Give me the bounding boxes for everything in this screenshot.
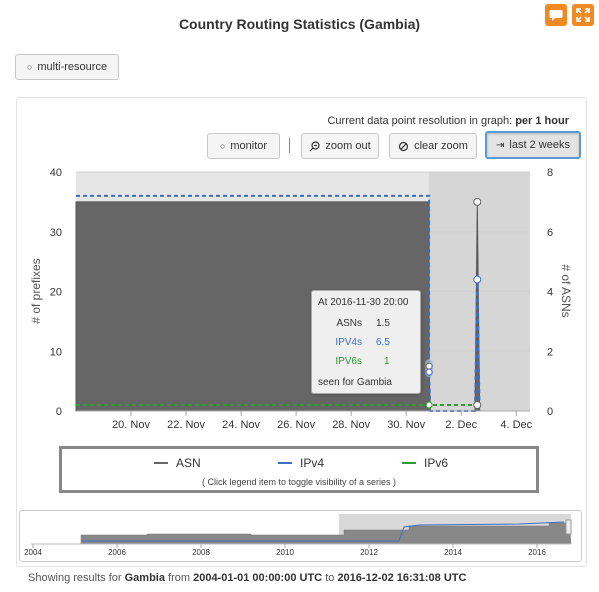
navigator-handle-right[interactable]: [565, 519, 572, 535]
navigator-chart[interactable]: 2004 2006 2008 2010 2012 2014 2016: [19, 510, 580, 560]
circle-icon: ○: [26, 62, 33, 72]
y2-tick-label: 8: [547, 167, 553, 179]
tooltip-ipv6-label: IPV6s: [335, 356, 362, 367]
results-summary: Showing results for Gambia from 2004-01-…: [28, 572, 466, 584]
x-tick-label: 30. Nov: [387, 419, 425, 431]
navigator-tick-label: 2010: [276, 548, 294, 557]
ipv4-point-marker: [425, 368, 433, 376]
y2-axis-label: # of ASNs: [559, 264, 573, 317]
navigator-tick-label: 2006: [108, 548, 126, 557]
y2-tick-label: 6: [547, 227, 553, 239]
tooltip-ipv4-label: IPV4s: [335, 337, 362, 348]
navigator-tick-label: 2008: [192, 548, 210, 557]
toolbar-separator: [289, 138, 290, 153]
ipv6-point-marker: [425, 401, 433, 409]
legend-swatch-ipv6: [402, 462, 416, 464]
last-two-weeks-button[interactable]: ⇥ last 2 weeks: [485, 131, 581, 159]
navigator-tick-label: 2016: [528, 548, 546, 557]
navigator-ipv4-line: [81, 521, 565, 542]
footer-start: 2004-01-01 00:00:00 UTC: [193, 572, 323, 584]
zoom-out-label: zoom out: [325, 140, 371, 152]
main-chart[interactable]: 0 10 20 30 40 0 2 4 6 8 20. Nov 22. Nov 24. Nov 26.…: [0, 160, 599, 442]
x-tick-label: 2. Dec: [445, 419, 477, 431]
legend-swatch-asn: [154, 462, 168, 464]
footer-to: to: [325, 572, 335, 584]
page-title: Country Routing Statistics (Gambia): [178, 16, 421, 32]
x-tick-label: 22. Nov: [167, 419, 205, 431]
legend-swatch-ipv4: [278, 462, 292, 464]
magnifier-icon: [309, 140, 320, 151]
navigator[interactable]: [19, 510, 582, 562]
legend-item-ipv4[interactable]: IPv4: [278, 456, 324, 470]
last-two-weeks-label: last 2 weeks: [509, 139, 570, 151]
y-tick-label: 0: [56, 406, 62, 418]
resolution-prefix: Current data point resolution in graph:: [327, 115, 513, 127]
footer-from: from: [168, 572, 191, 584]
legend: [59, 446, 539, 493]
y-tick-label: 20: [50, 287, 62, 299]
no-entry-icon: [398, 141, 409, 151]
footer-prefix: Showing results for: [28, 572, 122, 584]
monitor-label: monitor: [230, 140, 268, 152]
clear-zoom-button[interactable]: clear zoom: [389, 133, 477, 159]
legend-label-asn: ASN: [176, 456, 201, 470]
legend-item-ipv6[interactable]: IPv6: [402, 456, 448, 470]
monitor-button[interactable]: ○ monitor: [207, 133, 280, 159]
comment-button[interactable]: [545, 4, 567, 26]
navigator-asn-area: [80, 522, 572, 545]
x-tick-label: 24. Nov: [222, 419, 260, 431]
tooltip-asn-value: 1.5: [376, 318, 390, 329]
tooltip-ipv6-value: 1: [384, 356, 390, 367]
footer-country: Gambia: [124, 572, 165, 584]
y2-tick-label: 0: [547, 406, 553, 418]
x-tick-label: 4. Dec: [500, 419, 532, 431]
speech-bubble-icon: [549, 9, 563, 21]
expand-icon: [576, 8, 590, 22]
y2-tick-label: 4: [547, 287, 553, 299]
legend-label-ipv6: IPv6: [424, 456, 449, 470]
y2-tick-label: 2: [547, 346, 553, 358]
baseline-end-marker: [473, 401, 482, 409]
navigator-tick-label: 2014: [444, 548, 462, 557]
asn-end-marker: [473, 197, 482, 206]
clear-zoom-label: clear zoom: [414, 140, 468, 152]
y-tick-label: 10: [50, 346, 62, 358]
tooltip-footer: seen for Gambia: [318, 377, 392, 388]
x-tick-label: 26. Nov: [277, 419, 315, 431]
arrow-to-bar-icon: ⇥: [496, 139, 505, 151]
ipv4-end-marker: [473, 275, 482, 284]
multi-resource-button[interactable]: ○ multi-resource: [15, 54, 119, 80]
fullscreen-button[interactable]: [572, 4, 594, 26]
resolution-value: per 1 hour: [515, 115, 569, 127]
graph-panel: [16, 97, 587, 567]
x-tick-label: 28. Nov: [332, 419, 370, 431]
y-tick-label: 30: [50, 227, 62, 239]
footer-end: 2016-12-02 16:31:08 UTC: [337, 572, 467, 584]
zoom-out-button[interactable]: zoom out: [301, 133, 379, 159]
y-tick-label: 40: [50, 167, 62, 179]
legend-hint: ( Click legend item to toggle visibility…: [201, 477, 397, 487]
circle-icon: ○: [219, 141, 226, 151]
legend-item-asn[interactable]: ASN: [154, 456, 201, 470]
navigator-tick-label: 2004: [24, 548, 42, 557]
multi-resource-label: multi-resource: [37, 61, 108, 73]
tooltip-title: At 2016-11-30 20:00: [318, 297, 409, 308]
resolution-info: Current data point resolution in graph: …: [327, 115, 569, 127]
y-axis-label: # of prefixes: [29, 258, 43, 323]
x-tick-label: 20. Nov: [112, 419, 150, 431]
asn-point-marker: [425, 362, 433, 370]
legend-label-ipv4: IPv4: [300, 456, 325, 470]
data-tooltip: At 2016-11-30 20:00 ASNs 1.5 IPV4s 6.5 I…: [311, 290, 421, 394]
tooltip-asn-label: ASNs: [336, 318, 362, 329]
tooltip-ipv4-value: 6.5: [376, 337, 390, 348]
navigator-tick-label: 2012: [360, 548, 378, 557]
